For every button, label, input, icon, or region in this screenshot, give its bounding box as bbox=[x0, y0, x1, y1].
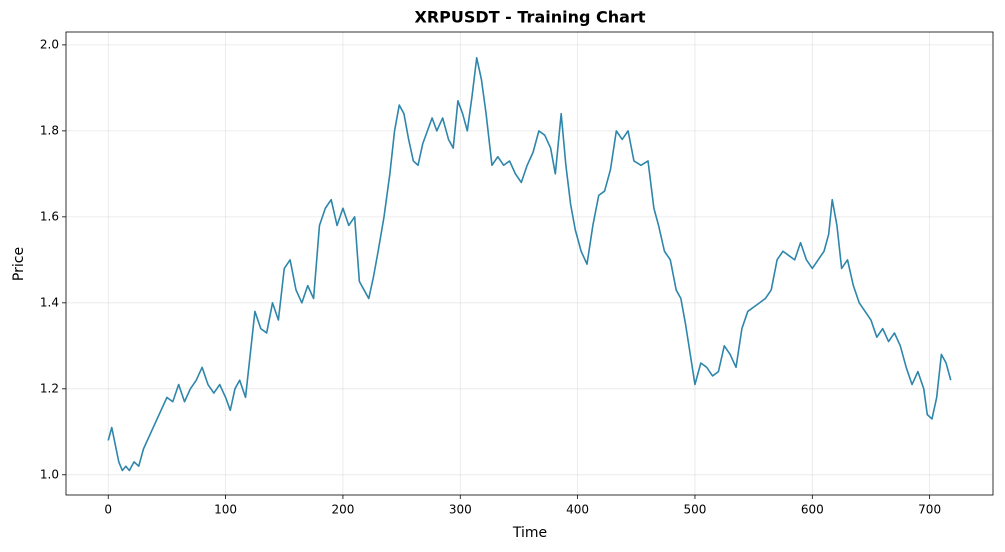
chart-title: XRPUSDT - Training Chart bbox=[415, 8, 646, 27]
y-tick-label: 1.0 bbox=[40, 467, 59, 481]
x-tick-label: 400 bbox=[566, 503, 589, 517]
y-tick-label: 1.6 bbox=[40, 209, 59, 223]
x-tick-label: 600 bbox=[801, 503, 824, 517]
x-axis-label: Time bbox=[512, 525, 547, 541]
x-tick-label: 100 bbox=[214, 503, 237, 517]
plot-frame bbox=[65, 31, 994, 496]
x-tick-label: 700 bbox=[918, 503, 941, 517]
y-tick-label: 1.2 bbox=[40, 381, 59, 395]
x-tick-label: 300 bbox=[449, 503, 472, 517]
x-tick-label: 200 bbox=[331, 503, 354, 517]
x-tick-label: 0 bbox=[104, 503, 112, 517]
y-tick-label: 1.8 bbox=[40, 123, 59, 137]
price-line bbox=[107, 56, 952, 472]
x-tick-label: 500 bbox=[683, 503, 706, 517]
y-tick-label: 1.4 bbox=[40, 295, 59, 309]
y-tick-label: 2.0 bbox=[40, 37, 59, 51]
y-axis-label: Price bbox=[11, 247, 27, 281]
